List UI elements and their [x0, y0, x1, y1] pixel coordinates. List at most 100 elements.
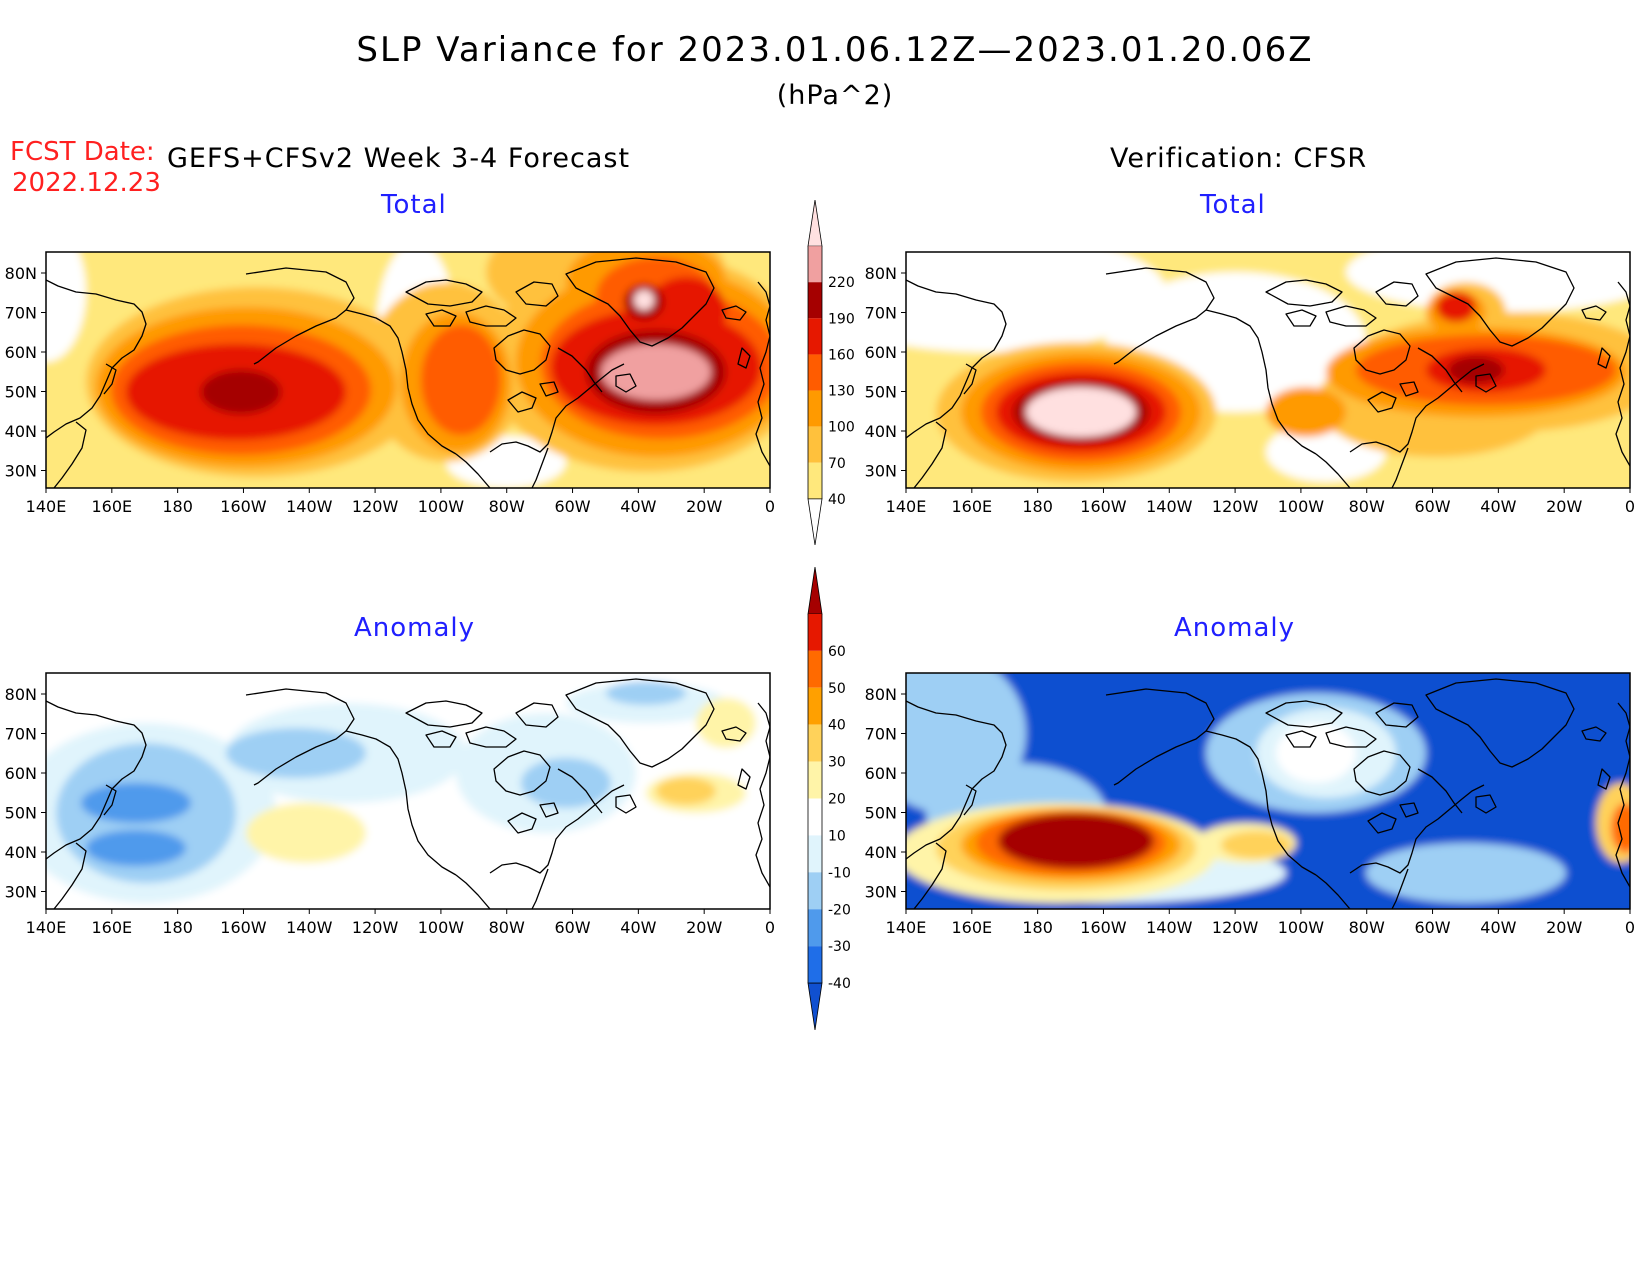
total-colorbar-label: 220 — [828, 275, 855, 291]
anomaly-colorbar-swatch — [808, 909, 822, 947]
lat-tick-label: 30N — [865, 883, 897, 902]
anomaly-colorbar-swatch — [808, 613, 822, 651]
verif-total-label: Total — [1200, 190, 1266, 220]
total-colorbar: 40 70 100 130 160 190 220 — [807, 199, 855, 546]
lon-tick-label: 80W — [1349, 497, 1385, 516]
lat-tick-label: 30N — [865, 462, 897, 481]
lon-tick-label: 140E — [886, 918, 927, 937]
lon-tick-label: 140W — [286, 918, 333, 937]
verif-anomaly-label: Anomaly — [1174, 613, 1296, 643]
anomaly-colorbar-swatch — [808, 761, 822, 799]
total-colorbar-label: 70 — [828, 456, 846, 472]
lat-tick-label: 60N — [5, 764, 37, 783]
lon-tick-label: 180 — [1022, 497, 1053, 516]
total-colorbar-label: 130 — [828, 384, 855, 400]
lon-tick-label: 160W — [1080, 918, 1127, 937]
anomaly-colorbar-swatch — [808, 687, 822, 725]
total-colorbar-swatch — [808, 390, 822, 427]
anomaly-colorbar-swatch — [808, 724, 822, 762]
lon-tick-label: 40W — [620, 918, 656, 937]
lat-tick-label: 30N — [5, 883, 37, 902]
lon-tick-label: 140W — [1146, 497, 1193, 516]
lon-tick-label: 120W — [1212, 918, 1259, 937]
forecast-anomaly-frame — [45, 672, 771, 910]
verif-total-frame — [905, 251, 1631, 489]
anomaly-colorbar-swatch — [808, 946, 822, 984]
anomaly-colorbar-label: 10 — [828, 828, 846, 844]
anomaly-colorbar-swatch — [808, 650, 822, 688]
total-colorbar-label: 160 — [828, 347, 855, 363]
lat-tick-label: 70N — [5, 725, 37, 744]
lon-tick-label: 20W — [686, 497, 722, 516]
verif-total-map — [906, 252, 1630, 488]
lon-tick-label: 160E — [91, 918, 132, 937]
lon-tick-label: 160E — [951, 918, 992, 937]
lon-tick-label: 0 — [1625, 497, 1635, 516]
anomaly-colorbar-label: -20 — [828, 902, 851, 918]
lon-tick-label: 140E — [26, 918, 67, 937]
total-colorbar-swatch — [807, 199, 823, 247]
anomaly-colorbar-label: 20 — [828, 792, 846, 808]
lat-tick-label: 60N — [5, 343, 37, 362]
forecast-anomaly-map — [46, 673, 770, 909]
anomaly-colorbar-swatch — [807, 566, 823, 615]
forecast-total-map — [46, 252, 770, 488]
anomaly-colorbar-swatch — [807, 982, 823, 1031]
forecast-title: GEFS+CFSv2 Week 3-4 Forecast — [167, 143, 631, 174]
fcst-date-label: FCST Date: — [10, 137, 155, 167]
lon-tick-label: 80W — [489, 497, 525, 516]
lat-tick-label: 80N — [5, 685, 37, 704]
lon-tick-label: 100W — [1278, 918, 1325, 937]
lat-tick-label: 80N — [5, 264, 37, 283]
forecast-total-frame — [45, 251, 771, 489]
lon-tick-label: 160E — [91, 497, 132, 516]
total-colorbar-label: 190 — [828, 311, 855, 327]
anomaly-colorbar-swatch — [808, 835, 822, 873]
anomaly-colorbar-label: -30 — [828, 939, 851, 955]
total-colorbar-label: 40 — [828, 492, 846, 508]
anomaly-colorbar-label: -40 — [828, 976, 851, 992]
total-colorbar-swatch — [807, 498, 823, 546]
lon-tick-label: 140W — [286, 497, 333, 516]
lon-tick-label: 160E — [951, 497, 992, 516]
anomaly-colorbar-label: -10 — [828, 865, 851, 881]
total-colorbar-swatch — [808, 354, 822, 391]
lon-tick-label: 180 — [162, 497, 193, 516]
verif-anomaly-map — [906, 673, 1630, 909]
total-colorbar-swatch — [808, 282, 822, 319]
anomaly-colorbar-swatch — [808, 798, 822, 836]
lon-tick-label: 120W — [1212, 497, 1259, 516]
lon-tick-label: 180 — [1022, 918, 1053, 937]
total-colorbar-label: 100 — [828, 420, 855, 436]
lon-tick-label: 80W — [1349, 918, 1385, 937]
lon-tick-label: 100W — [418, 497, 465, 516]
lon-tick-label: 20W — [1546, 497, 1582, 516]
lat-tick-label: 40N — [865, 422, 897, 441]
anomaly-colorbar-label: 30 — [828, 755, 846, 771]
lat-tick-label: 50N — [5, 804, 37, 823]
lat-tick-label: 80N — [865, 685, 897, 704]
lon-tick-label: 160W — [220, 497, 267, 516]
total-colorbar-swatch — [808, 462, 822, 499]
lon-tick-label: 60W — [1414, 497, 1450, 516]
anomaly-colorbar-label: 40 — [828, 718, 846, 734]
lon-tick-label: 40W — [1480, 918, 1516, 937]
units-label: (hPa^2) — [776, 80, 894, 111]
lat-tick-label: 40N — [5, 422, 37, 441]
lat-tick-label: 80N — [865, 264, 897, 283]
lon-tick-label: 20W — [1546, 918, 1582, 937]
lon-tick-label: 180 — [162, 918, 193, 937]
lat-tick-label: 40N — [5, 843, 37, 862]
lon-tick-label: 80W — [489, 918, 525, 937]
verif-anomaly-frame — [905, 672, 1631, 910]
lat-tick-label: 30N — [5, 462, 37, 481]
lon-tick-label: 160W — [220, 918, 267, 937]
lon-tick-label: 0 — [765, 497, 775, 516]
lat-tick-label: 70N — [5, 304, 37, 323]
lon-tick-label: 60W — [1414, 918, 1450, 937]
lon-tick-label: 120W — [352, 918, 399, 937]
lat-tick-label: 70N — [865, 725, 897, 744]
lon-tick-label: 0 — [765, 918, 775, 937]
lat-tick-label: 50N — [865, 804, 897, 823]
